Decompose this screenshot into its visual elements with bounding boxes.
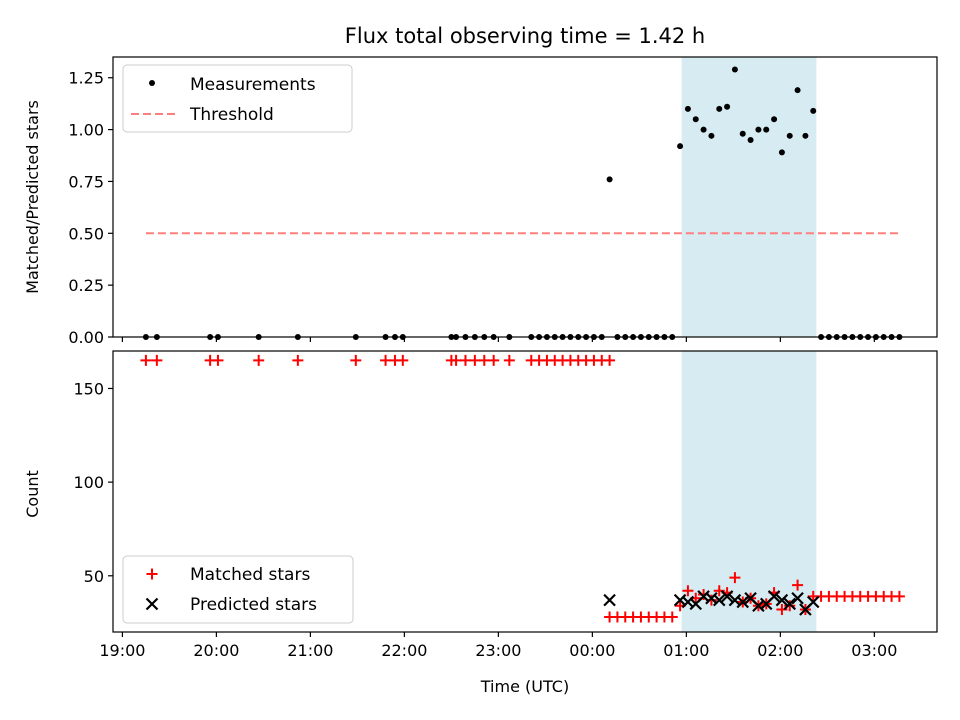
bottom-panel: 50 100 150 19:00 20:00 21:00 22:00 23:00 00:00 01… <box>73 350 938 660</box>
measurement-point <box>700 126 707 133</box>
y-tick-label: 0.50 <box>68 224 104 243</box>
predicted-star-point <box>775 593 789 607</box>
measurement-point <box>794 87 801 94</box>
y-tick-label: 0.25 <box>68 276 104 295</box>
x-tick-label: 03:00 <box>851 641 897 660</box>
legend-box <box>122 555 354 624</box>
matched-star-point <box>469 354 481 366</box>
legend-measurement-label: Measurements <box>190 75 316 95</box>
y-tick-label: 0.00 <box>68 328 104 347</box>
matched-star-point <box>604 354 616 366</box>
x-tick-label: 19:00 <box>99 641 145 660</box>
measurement-point <box>692 116 699 123</box>
y-tick-label: 1.00 <box>68 121 104 140</box>
x-tick-label: 23:00 <box>475 641 521 660</box>
y-tick-label: 0.75 <box>68 172 104 191</box>
predicted-star-point <box>712 593 726 607</box>
axes-frame <box>112 56 938 338</box>
legend-matched-label: Matched stars <box>190 565 310 585</box>
measurement-point <box>708 132 715 139</box>
x-tick-label: 22:00 <box>381 641 427 660</box>
legend-box <box>122 64 353 133</box>
legend-matched-marker <box>146 568 158 580</box>
x-tick-label: 02:00 <box>757 641 803 660</box>
measurement-point <box>716 105 723 112</box>
x-axis-label: Time (UTC) <box>480 677 569 696</box>
legend-predicted-label: Predicted stars <box>190 595 317 615</box>
predicted-star-point <box>791 592 804 605</box>
x-tick-label: 20:00 <box>193 641 239 660</box>
measurement-point <box>747 136 754 143</box>
shaded-region <box>681 351 817 632</box>
measurement-point <box>677 143 684 150</box>
measurement-point <box>731 66 738 73</box>
matched-star-point <box>212 354 224 366</box>
legend-top: Measurements Threshold <box>122 64 353 133</box>
matched-star-point <box>450 354 462 366</box>
legend-predicted-marker <box>145 597 159 611</box>
y-tick-label: 50 <box>84 567 104 586</box>
measurement-point <box>684 105 691 112</box>
matched-star-point <box>459 354 471 366</box>
measurement-point <box>771 116 778 123</box>
top-panel: 0.00 0.25 0.50 0.75 1.00 1.25 Measurements Thre… <box>68 56 938 347</box>
predicted-star-point <box>783 597 797 611</box>
matched-star-point <box>292 354 304 366</box>
predicted-star-point <box>767 590 781 603</box>
legend-threshold-label: Threshold <box>189 105 274 125</box>
measurement-point <box>763 126 770 133</box>
matched-star-point <box>478 354 490 366</box>
predicted-star-point <box>720 590 734 603</box>
matched-star-point <box>893 590 905 602</box>
chart-title: Flux total observing time = 1.42 h <box>345 24 705 48</box>
top-y-axis-label: Matched/Predicted stars <box>23 100 42 294</box>
measurement-point <box>755 126 762 133</box>
measurement-point <box>778 149 785 156</box>
x-tick-label: 01:00 <box>663 641 709 660</box>
matched-star-point <box>729 572 741 584</box>
y-tick-label: 1.25 <box>68 69 104 88</box>
matched-star-point <box>140 354 152 366</box>
x-tick-label: 21:00 <box>287 641 333 660</box>
axes-frame <box>112 350 938 633</box>
predicted-star-point <box>806 595 820 609</box>
matched-star-point <box>151 354 163 366</box>
measurement-point <box>606 176 613 183</box>
matched-star-point <box>397 354 409 366</box>
matched-star-point <box>666 611 678 623</box>
x-tick-label: 00:00 <box>569 641 615 660</box>
measurement-point <box>739 130 746 137</box>
matched-star-point <box>503 354 515 366</box>
measurement-point <box>810 107 817 114</box>
legend-measurement-marker <box>149 80 155 86</box>
matched-star-point <box>380 354 392 366</box>
matched-star-point <box>682 585 694 597</box>
measurement-point <box>786 132 793 139</box>
predicted-star-point <box>736 595 750 609</box>
y-tick-label: 150 <box>73 379 104 398</box>
matched-star-point <box>488 354 500 366</box>
shaded-region <box>681 57 817 337</box>
legend-bottom: Matched stars Predicted stars <box>122 555 354 624</box>
y-tick-label: 100 <box>73 473 104 492</box>
measurement-point <box>802 132 809 139</box>
matched-star-point <box>792 579 804 591</box>
measurement-point <box>724 103 731 110</box>
matched-star-point <box>253 354 265 366</box>
matched-star-point <box>350 354 362 366</box>
bottom-y-axis-label: Count <box>23 470 42 518</box>
predicted-star-point <box>603 593 616 607</box>
